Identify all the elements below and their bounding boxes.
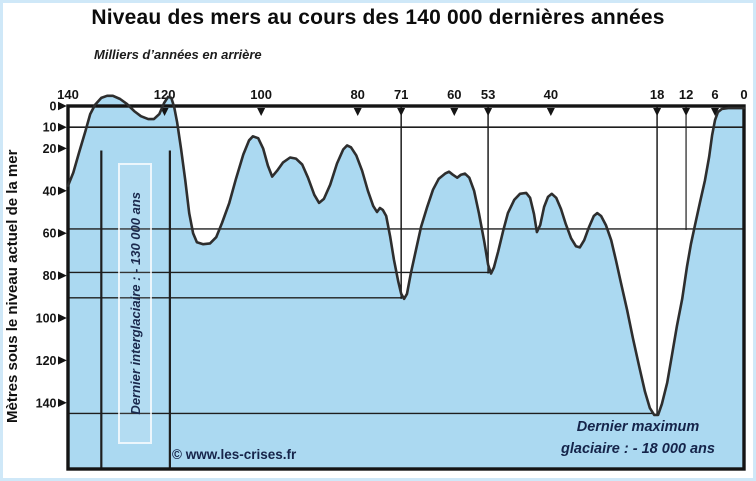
left-tick-40m xyxy=(58,186,67,195)
top-axis-title: Milliers d’années en arrière xyxy=(94,47,262,62)
top-axis-label-0: 0 xyxy=(740,87,747,102)
reference-lines-vertical xyxy=(100,106,687,469)
left-axis-ticks xyxy=(58,101,67,407)
glacial-maximum-annotation: Dernier maximum glaciaire : - 18 000 ans xyxy=(532,416,744,460)
left-tick-10m xyxy=(58,123,67,132)
left-tick-140m xyxy=(58,398,67,407)
top-tick-18ka xyxy=(653,108,662,116)
top-tick-6ka xyxy=(711,108,720,116)
left-axis-labels: 0 10 20 40 60 80 100 120 140 xyxy=(36,100,57,411)
left-axis-label-80: 80 xyxy=(43,269,57,283)
top-axis-label-80: 80 xyxy=(350,87,364,102)
top-tick-12ka xyxy=(682,108,691,116)
left-axis-label-60: 60 xyxy=(43,227,57,241)
sea-level-curve xyxy=(66,94,746,417)
top-tick-60ka xyxy=(450,108,459,116)
top-axis-label-71: 71 xyxy=(394,87,408,102)
top-axis-labels: 140 120 100 80 71 60 53 40 18 12 6 0 xyxy=(57,87,747,102)
top-axis-label-12: 12 xyxy=(679,87,693,102)
top-tick-80ka xyxy=(353,108,362,116)
top-tick-53ka xyxy=(484,108,493,116)
left-axis-label-140: 140 xyxy=(36,396,57,410)
left-axis-label-0: 0 xyxy=(50,100,57,114)
top-tick-71ka xyxy=(397,108,406,116)
glacial-maximum-line1: Dernier maximum xyxy=(576,419,700,435)
top-tick-120ka xyxy=(160,108,169,116)
left-tick-80m xyxy=(58,271,67,280)
left-tick-60m xyxy=(58,229,67,238)
left-tick-0m xyxy=(58,101,67,111)
top-axis-label-18: 18 xyxy=(650,87,664,102)
left-axis-label-120: 120 xyxy=(36,354,57,368)
left-axis-label-20: 20 xyxy=(43,142,57,156)
top-tick-100ka xyxy=(257,108,266,116)
left-tick-100m xyxy=(58,313,67,323)
chart-title: Niveau des mers au cours des 140 000 der… xyxy=(91,6,665,29)
reference-lines-horizontal xyxy=(68,126,744,415)
sea-area-fill xyxy=(68,95,744,470)
top-axis-ticks xyxy=(160,108,720,116)
left-tick-120m xyxy=(58,356,67,365)
copyright-watermark: © www.les-crises.fr xyxy=(172,447,297,462)
top-axis-label-40: 40 xyxy=(544,87,558,102)
left-tick-20m xyxy=(58,144,67,153)
top-axis-label-60: 60 xyxy=(447,87,461,102)
top-tick-40ka xyxy=(546,108,555,116)
glacial-maximum-line2: glaciaire : - 18 000 ans xyxy=(561,441,715,457)
left-axis-label-100: 100 xyxy=(36,312,57,326)
left-axis-label-40: 40 xyxy=(43,184,57,198)
top-axis-label-6: 6 xyxy=(711,87,718,102)
interglacial-annotation: Dernier interglaciaire : - 130 000 ans xyxy=(127,192,143,415)
plot-frame xyxy=(66,104,746,471)
top-axis-label-140: 140 xyxy=(57,87,79,102)
top-axis-label-53: 53 xyxy=(481,87,495,102)
top-axis-label-100: 100 xyxy=(250,87,272,102)
interglacial-annotation-box: Dernier interglaciaire : - 130 000 ans xyxy=(118,163,152,444)
left-axis-label-10: 10 xyxy=(43,121,57,135)
